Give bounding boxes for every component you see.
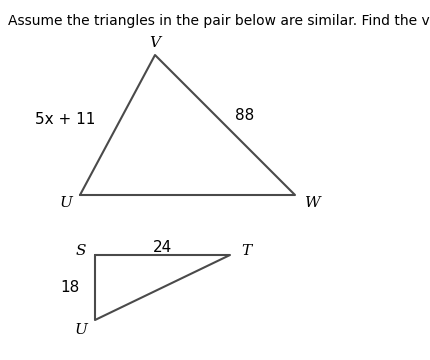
Text: 24: 24 [153,240,172,256]
Text: Assume the triangles in the pair below are similar. Find the value of x.: Assume the triangles in the pair below a… [8,14,430,28]
Text: T: T [240,244,251,258]
Text: S: S [76,244,86,258]
Text: W: W [304,196,320,210]
Text: U: U [74,323,87,337]
Text: 88: 88 [234,108,254,122]
Text: 5x + 11: 5x + 11 [34,112,95,127]
Text: V: V [149,36,160,50]
Text: 18: 18 [61,280,80,296]
Text: U: U [59,196,72,210]
